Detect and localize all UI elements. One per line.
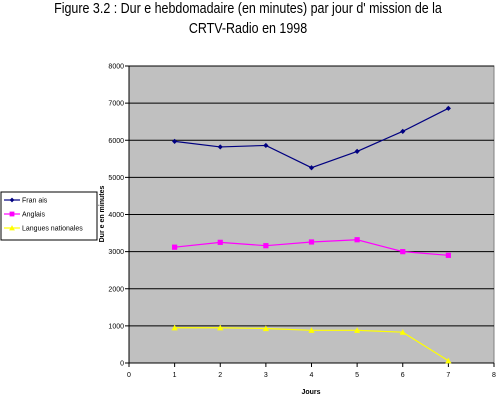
chart-title-line-1: Figure 3.2 : Dur e hebdomadaire (en minu… bbox=[54, 1, 442, 17]
x-tick-label: 5 bbox=[355, 372, 359, 379]
y-tick-label: 7000 bbox=[108, 101, 124, 108]
legend-marker bbox=[9, 197, 15, 203]
data-point bbox=[171, 324, 178, 331]
data-point bbox=[445, 105, 451, 111]
legend-marker bbox=[9, 211, 15, 217]
data-point bbox=[263, 142, 269, 149]
series-1 bbox=[172, 105, 451, 171]
y-tick-label: 6000 bbox=[108, 138, 124, 145]
y-axis-label: Dur e en minutes bbox=[99, 186, 106, 243]
data-point bbox=[445, 357, 452, 364]
legend: Fran ais Anglais Langues nationales bbox=[0, 191, 98, 241]
x-tick-label: 6 bbox=[401, 372, 405, 379]
x-axis-label: Jours bbox=[301, 389, 320, 396]
legend-label: Fran ais bbox=[22, 198, 48, 205]
legend-label: Anglais bbox=[22, 212, 45, 219]
data-point bbox=[263, 243, 269, 249]
legend-label: Langues nationales bbox=[22, 226, 83, 233]
data-point bbox=[354, 237, 360, 243]
x-tick-label: 3 bbox=[264, 372, 268, 379]
data-point bbox=[400, 249, 406, 255]
x-tick-label: 7 bbox=[446, 372, 450, 379]
data-point bbox=[399, 329, 406, 335]
data-point bbox=[308, 327, 315, 333]
x-tick-label: 0 bbox=[127, 372, 131, 379]
series-3 bbox=[171, 324, 452, 364]
y-tick-label: 3000 bbox=[108, 249, 124, 256]
y-tick-label: 0 bbox=[120, 361, 124, 368]
data-point bbox=[445, 252, 451, 258]
data-point bbox=[308, 165, 315, 171]
y-tick-label: 2000 bbox=[108, 286, 124, 293]
x-tick-label: 8 bbox=[492, 372, 496, 379]
series-2 bbox=[172, 237, 451, 258]
x-tick-label: 4 bbox=[310, 372, 314, 379]
data-point bbox=[217, 239, 223, 245]
chart-title-line-2: CRTV-Radio en 1998 bbox=[188, 21, 308, 37]
legend-item: Langues nationales bbox=[4, 225, 83, 233]
data-point bbox=[354, 148, 360, 154]
y-tick-label: 8000 bbox=[108, 64, 124, 71]
legend-marker bbox=[9, 225, 15, 231]
data-point bbox=[262, 325, 269, 332]
y-tick-label: 4000 bbox=[108, 212, 124, 219]
legend-item: Fran ais bbox=[4, 198, 48, 205]
legend-item: Anglais bbox=[4, 212, 45, 219]
data-point bbox=[354, 327, 361, 333]
data-point bbox=[308, 239, 315, 245]
data-point bbox=[172, 244, 178, 250]
data-point bbox=[217, 324, 224, 331]
data-point bbox=[217, 144, 223, 150]
data-point bbox=[172, 138, 178, 144]
data-point bbox=[400, 128, 406, 134]
x-tick-label: 2 bbox=[218, 372, 222, 379]
y-tick-label: 1000 bbox=[108, 323, 124, 330]
y-tick-label: 5000 bbox=[108, 175, 124, 182]
x-tick-label: 1 bbox=[173, 372, 177, 379]
